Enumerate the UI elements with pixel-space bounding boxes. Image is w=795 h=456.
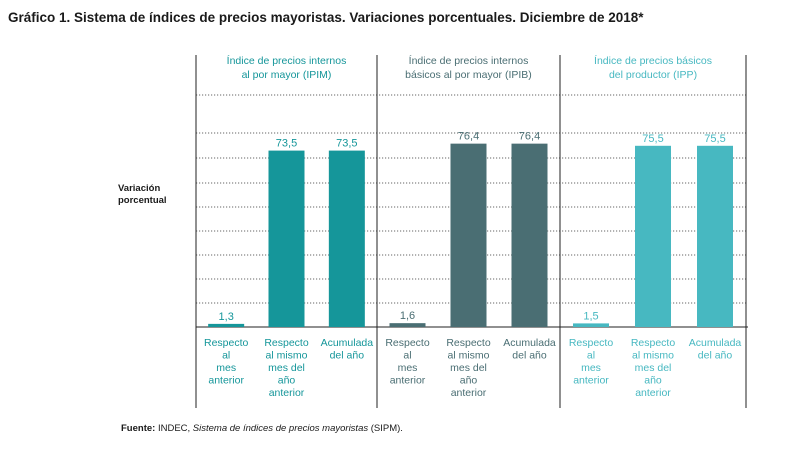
data-label-panel1-cat0: 1,6 xyxy=(400,310,415,322)
category-label-panel2-cat1-line3: año xyxy=(644,375,662,387)
bar-panel0-cat0 xyxy=(208,323,245,327)
panel-title-2-line-1: del productor (IPP) xyxy=(609,69,697,81)
panel-title-2-line-0: Índice de precios básicos xyxy=(594,54,712,67)
category-label-panel2-cat2-line1: del año xyxy=(698,350,733,362)
category-label-panel1-cat1-line2: mes del xyxy=(450,362,487,374)
y-axis-label-line1: Variación xyxy=(118,183,161,194)
data-label-panel0-cat1: 73,5 xyxy=(276,138,297,150)
category-label-panel1-cat1-line1: al mismo xyxy=(447,350,489,362)
category-label-panel1-cat1-line4: anterior xyxy=(451,387,487,399)
data-label-panel2-cat2: 75,5 xyxy=(704,133,725,145)
y-axis-label-line2: porcentual xyxy=(118,195,167,206)
category-label-panel2-cat0-line2: mes xyxy=(581,362,601,374)
panel-title-0-line-0: Índice de precios internos xyxy=(227,54,347,67)
category-label-panel2-cat1-line1: al mismo xyxy=(632,350,674,362)
category-label-panel0-cat1-line3: año xyxy=(278,375,296,387)
bar-panel0-cat1 xyxy=(268,150,305,327)
category-label-panel2-cat1-line4: anterior xyxy=(635,387,671,399)
category-label-panel2-cat1-line0: Respecto xyxy=(631,337,676,349)
panel-title-0-line-1: al por mayor (IPIM) xyxy=(242,69,332,81)
bar-panel1-cat1 xyxy=(450,143,487,327)
data-label-panel2-cat0: 1,5 xyxy=(583,310,598,322)
data-label-panel1-cat1: 76,4 xyxy=(458,131,479,143)
category-label-panel0-cat0-line2: mes xyxy=(216,362,236,374)
panel-title-1-line-0: Índice de precios internos xyxy=(409,54,529,67)
category-label-panel0-cat1-line0: Respecto xyxy=(264,337,309,349)
bar-panel2-cat0 xyxy=(573,323,609,327)
data-label-panel0-cat0: 1,3 xyxy=(219,311,234,323)
y-axis-label: Variación porcentual xyxy=(118,183,167,207)
bar-panel2-cat1 xyxy=(635,145,671,327)
category-label-panel0-cat0-line1: al xyxy=(222,350,230,362)
panel-title-1-line-1: básicos al por mayor (IPIB) xyxy=(405,69,532,81)
chart-title: Gráfico 1. Sistema de índices de precios… xyxy=(8,10,644,25)
category-label-panel0-cat0-line0: Respecto xyxy=(204,337,249,349)
category-label-panel0-cat1-line1: al mismo xyxy=(265,350,307,362)
source-abbr: (SIPM). xyxy=(370,423,403,434)
category-label-panel0-cat1-line4: anterior xyxy=(269,387,305,399)
category-label-panel0-cat1-line2: mes del xyxy=(268,362,305,374)
category-label-panel2-cat2-line0: Acumulada xyxy=(689,337,742,349)
category-label-panel1-cat1-line3: año xyxy=(460,375,478,387)
category-label-panel1-cat2-line0: Acumulada xyxy=(503,337,556,349)
category-label-panel2-cat0-line1: al xyxy=(587,350,595,362)
category-label-panel1-cat1-line0: Respecto xyxy=(446,337,491,349)
bar-panel1-cat0 xyxy=(389,323,426,327)
category-label-panel0-cat0-line3: anterior xyxy=(208,375,244,387)
data-label-panel1-cat2: 76,4 xyxy=(519,131,540,143)
data-label-panel2-cat1: 75,5 xyxy=(642,133,663,145)
source-publication: Sistema de índices de precios mayoristas xyxy=(192,423,369,434)
data-label-panel0-cat2: 73,5 xyxy=(336,138,357,150)
category-label-panel0-cat2-line0: Acumulada xyxy=(321,337,374,349)
bar-panel0-cat2 xyxy=(328,150,365,327)
bar-panel1-cat2 xyxy=(511,143,548,327)
category-label-panel1-cat0-line3: anterior xyxy=(390,375,426,387)
category-label-panel0-cat2-line1: del año xyxy=(330,350,365,362)
source-note: Fuente: INDEC, Sistema de índices de pre… xyxy=(121,423,403,434)
category-label-panel2-cat1-line2: mes del xyxy=(635,362,672,374)
bar-panel2-cat2 xyxy=(697,145,733,327)
category-label-panel2-cat0-line3: anterior xyxy=(573,375,609,387)
category-label-panel1-cat2-line1: del año xyxy=(512,350,547,362)
category-label-panel1-cat0-line1: al xyxy=(403,350,411,362)
category-label-panel1-cat0-line0: Respecto xyxy=(385,337,430,349)
category-label-panel1-cat0-line2: mes xyxy=(398,362,418,374)
category-label-panel2-cat0-line0: Respecto xyxy=(569,337,614,349)
source-org: INDEC, xyxy=(157,423,191,434)
source-label: Fuente: xyxy=(121,423,156,434)
